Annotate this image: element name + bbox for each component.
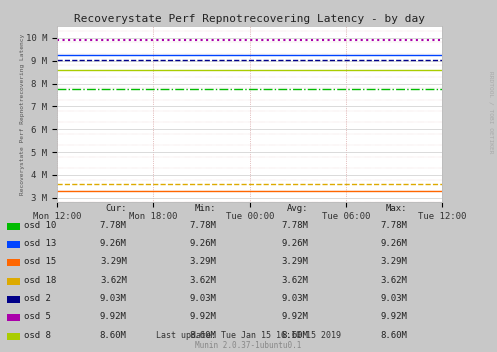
Text: osd 18: osd 18	[24, 276, 56, 285]
Text: 7.78M: 7.78M	[381, 221, 408, 230]
Text: 3.62M: 3.62M	[189, 276, 216, 285]
Text: 3.29M: 3.29M	[381, 257, 408, 266]
Title: Recoverystate Perf Repnotrecovering Latency - by day: Recoverystate Perf Repnotrecovering Late…	[74, 14, 425, 24]
Text: Last update: Tue Jan 15 16:10:15 2019: Last update: Tue Jan 15 16:10:15 2019	[156, 331, 341, 340]
Text: 3.29M: 3.29M	[281, 257, 308, 266]
Text: 9.03M: 9.03M	[281, 294, 308, 303]
Text: 7.78M: 7.78M	[189, 221, 216, 230]
Text: 8.60M: 8.60M	[381, 331, 408, 340]
Text: 9.92M: 9.92M	[281, 312, 308, 321]
Text: 3.62M: 3.62M	[100, 276, 127, 285]
Text: 8.60M: 8.60M	[189, 331, 216, 340]
Text: 7.78M: 7.78M	[281, 221, 308, 230]
Text: 9.26M: 9.26M	[281, 239, 308, 248]
Text: 8.60M: 8.60M	[281, 331, 308, 340]
Text: Min:: Min:	[195, 204, 216, 213]
Text: osd 8: osd 8	[24, 331, 51, 340]
Text: osd 10: osd 10	[24, 221, 56, 230]
Text: 3.62M: 3.62M	[381, 276, 408, 285]
Text: RRDTOOL / TOBI OETIKER: RRDTOOL / TOBI OETIKER	[489, 71, 494, 154]
Text: osd 5: osd 5	[24, 312, 51, 321]
Text: Cur:: Cur:	[105, 204, 127, 213]
Text: 3.29M: 3.29M	[189, 257, 216, 266]
Text: 9.26M: 9.26M	[381, 239, 408, 248]
Text: 9.92M: 9.92M	[100, 312, 127, 321]
Text: 9.92M: 9.92M	[381, 312, 408, 321]
Text: 9.03M: 9.03M	[381, 294, 408, 303]
Text: 3.29M: 3.29M	[100, 257, 127, 266]
Text: 9.26M: 9.26M	[100, 239, 127, 248]
Text: Avg:: Avg:	[287, 204, 308, 213]
Text: osd 15: osd 15	[24, 257, 56, 266]
Text: Max:: Max:	[386, 204, 408, 213]
Text: 9.26M: 9.26M	[189, 239, 216, 248]
Text: Munin 2.0.37-1ubuntu0.1: Munin 2.0.37-1ubuntu0.1	[195, 341, 302, 350]
Text: 9.03M: 9.03M	[100, 294, 127, 303]
Text: osd 2: osd 2	[24, 294, 51, 303]
Text: 9.03M: 9.03M	[189, 294, 216, 303]
Text: osd 13: osd 13	[24, 239, 56, 248]
Text: 9.92M: 9.92M	[189, 312, 216, 321]
Y-axis label: Recoverystate Perf Repnotrecovering Latency: Recoverystate Perf Repnotrecovering Late…	[19, 34, 24, 195]
Text: 7.78M: 7.78M	[100, 221, 127, 230]
Text: 8.60M: 8.60M	[100, 331, 127, 340]
Text: 3.62M: 3.62M	[281, 276, 308, 285]
